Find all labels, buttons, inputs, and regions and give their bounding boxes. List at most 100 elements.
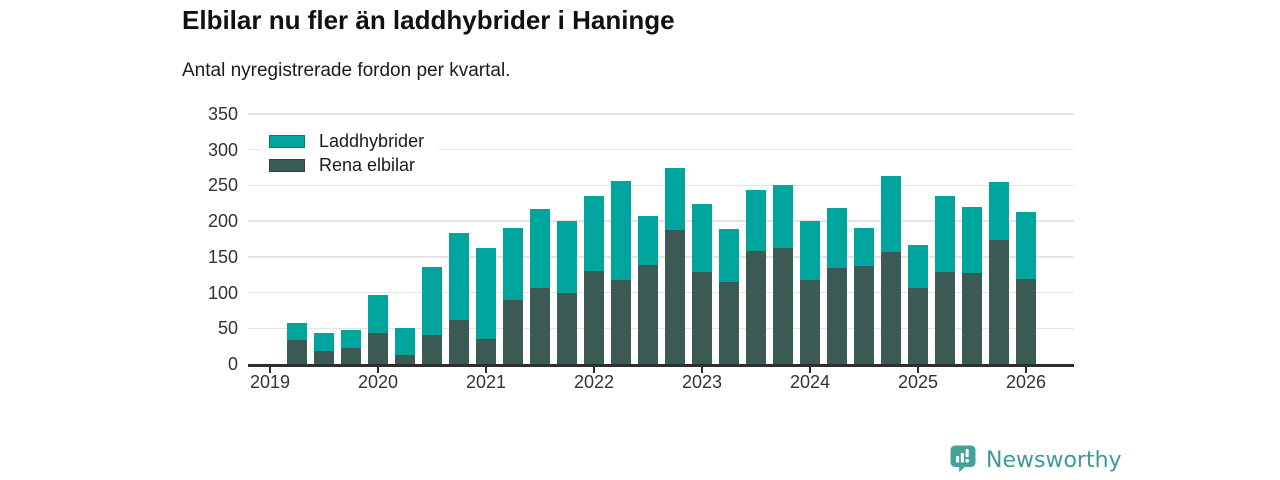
y-axis-label-300: 300: [207, 139, 238, 160]
x-axis-tick-2019: [269, 364, 271, 373]
legend-swatch-laddhybrider: [269, 135, 305, 148]
bar-2022-Q4: [665, 167, 685, 364]
bar-segment-rena-elbilar: [611, 279, 631, 364]
x-axis-line: [248, 363, 1074, 367]
gridline-350: [248, 113, 1074, 115]
chart-title: Elbilar nu fler än laddhybrider i Haning…: [182, 5, 675, 35]
brand-name: Newsworthy: [986, 448, 1122, 473]
y-axis-label-200: 200: [207, 211, 238, 232]
bar-segment-laddhybrider: [665, 167, 685, 231]
bar-segment-laddhybrider: [773, 184, 793, 249]
bar-segment-rena-elbilar: [638, 264, 658, 364]
chart-subtitle: Antal nyregistrerade fordon per kvartal.: [182, 60, 511, 81]
bar-segment-rena-elbilar: [800, 279, 820, 364]
legend-label-laddhybrider: Laddhybrider: [319, 131, 425, 151]
x-axis-label-2026: 2026: [1005, 372, 1047, 392]
bar-segment-laddhybrider: [557, 221, 577, 293]
bar-2024-Q2: [827, 207, 847, 364]
bar-segment-laddhybrider: [692, 204, 712, 272]
bar-segment-rena-elbilar: [1016, 279, 1036, 364]
bar-segment-rena-elbilar: [881, 251, 901, 364]
bar-segment-rena-elbilar: [341, 347, 361, 364]
bar-2021-Q1: [476, 248, 496, 364]
bar-2023-Q3: [746, 190, 766, 364]
bar-segment-rena-elbilar: [962, 272, 982, 364]
bar-2022-Q3: [638, 216, 658, 364]
bar-segment-rena-elbilar: [314, 351, 334, 364]
x-axis-tick-2023: [701, 364, 703, 373]
bar-segment-rena-elbilar: [476, 339, 496, 364]
bar-2025-Q2: [935, 196, 955, 364]
bar-segment-rena-elbilar: [449, 319, 469, 364]
bar-segment-rena-elbilar: [854, 266, 874, 364]
bar-segment-laddhybrider: [746, 190, 766, 252]
x-axis-tick-2025: [917, 364, 919, 373]
bar-segment-laddhybrider: [908, 245, 928, 289]
y-axis-label-250: 250: [207, 175, 238, 196]
bar-segment-rena-elbilar: [368, 332, 388, 364]
bar-segment-laddhybrider: [719, 229, 739, 282]
gridline-50: [248, 327, 1074, 330]
x-axis-label-2019: 2019: [249, 372, 291, 392]
brand-footer: Newsworthy: [948, 443, 1122, 478]
bar-2021-Q2: [503, 227, 523, 364]
gridline-250: [248, 184, 1074, 187]
bar-segment-rena-elbilar: [530, 287, 550, 364]
bar-2019-Q3: [314, 333, 334, 364]
newsworthy-pin-barchart-icon: [948, 443, 978, 478]
y-axis-label-150: 150: [207, 246, 238, 267]
bar-segment-laddhybrider: [827, 207, 847, 269]
bar-2023-Q1: [692, 204, 712, 364]
bar-segment-rena-elbilar: [827, 268, 847, 364]
bar-2021-Q4: [557, 221, 577, 364]
bar-segment-laddhybrider: [449, 233, 469, 320]
bar-segment-laddhybrider: [314, 333, 334, 352]
x-axis-label-2023: 2023: [681, 372, 723, 392]
bar-segment-laddhybrider: [611, 181, 631, 280]
bar-2024-Q3: [854, 227, 874, 364]
x-axis-label-2021: 2021: [465, 372, 507, 392]
plot-area: 2019 2020 2021 2022 2023 2024 2025 2026: [248, 113, 1074, 392]
y-axis-label-100: 100: [207, 282, 238, 303]
bar-segment-laddhybrider: [395, 328, 415, 356]
bar-2020-Q1: [368, 294, 388, 364]
bar-2025-Q1: [908, 245, 928, 364]
bar-segment-rena-elbilar: [287, 340, 307, 364]
bar-2025-Q4: [989, 181, 1009, 364]
x-axis-label-2025: 2025: [897, 372, 939, 392]
bar-segment-laddhybrider: [962, 206, 982, 273]
bar-segment-rena-elbilar: [908, 288, 928, 364]
y-axis-label-350: 350: [207, 104, 238, 124]
bar-segment-rena-elbilar: [395, 355, 415, 364]
bar-2020-Q2: [395, 328, 415, 364]
bar-segment-laddhybrider: [638, 216, 658, 265]
bar-2022-Q1: [584, 196, 604, 364]
bar-2025-Q3: [962, 206, 982, 364]
bar-segment-rena-elbilar: [773, 248, 793, 364]
gridline-100: [248, 291, 1074, 294]
bar-segment-rena-elbilar: [503, 299, 523, 364]
legend-label-rena-elbilar: Rena elbilar: [319, 155, 416, 175]
bar-segment-laddhybrider: [1016, 211, 1036, 279]
bar-segment-laddhybrider: [935, 196, 955, 272]
bar-2024-Q4: [881, 176, 901, 364]
bar-segment-rena-elbilar: [692, 271, 712, 364]
legend-item-laddhybrider: Laddhybrider: [269, 132, 424, 151]
bar-segment-laddhybrider: [422, 266, 442, 335]
bar-segment-rena-elbilar: [719, 281, 739, 364]
x-axis-tick-2020: [377, 364, 379, 373]
legend-swatch-rena-elbilar: [269, 159, 305, 172]
gridline-200: [248, 220, 1074, 222]
x-axis-tick-2026: [1025, 364, 1027, 373]
bar-2019-Q2: [287, 323, 307, 364]
bar-2023-Q4: [773, 184, 793, 364]
bar-segment-laddhybrider: [476, 248, 496, 339]
bar-segment-rena-elbilar: [557, 292, 577, 364]
bar-segment-rena-elbilar: [989, 239, 1009, 364]
y-axis-label-0: 0: [227, 354, 238, 374]
bar-2026-Q1: [1016, 211, 1036, 364]
bar-segment-laddhybrider: [881, 176, 901, 252]
gridline-300: [248, 148, 1074, 151]
bar-segment-rena-elbilar: [935, 271, 955, 364]
bar-2020-Q4: [449, 233, 469, 364]
